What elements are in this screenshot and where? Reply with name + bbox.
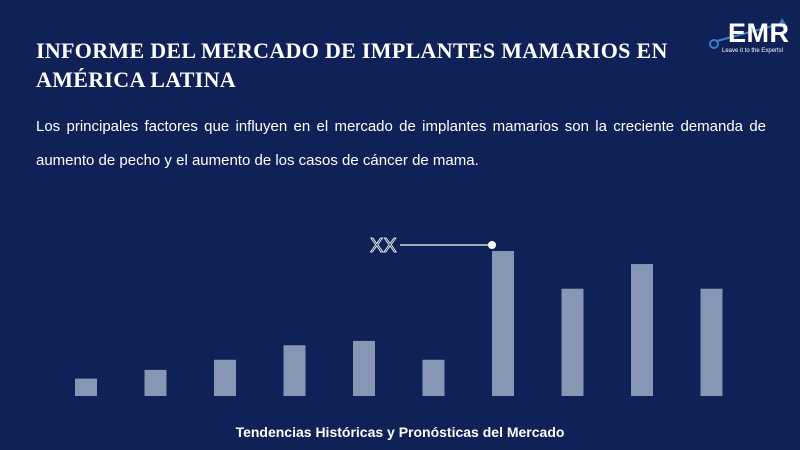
bar-7 <box>492 251 514 396</box>
bar-3 <box>214 359 236 396</box>
report-description: Los principales factores que influyen en… <box>36 118 766 169</box>
bar-1 <box>75 378 97 396</box>
bar-10 <box>700 288 723 396</box>
bar-8 <box>561 288 584 396</box>
logo-tagline: Leave it to the Experts! <box>722 48 784 54</box>
logo-text: EMR <box>728 18 790 48</box>
annotation-dot <box>488 241 496 249</box>
logo-mark-icon <box>709 18 787 49</box>
report-title: INFORME DEL MERCADO DE IMPLANTES MAMARIO… <box>36 38 668 92</box>
market-bar-chart: XX <box>75 235 723 396</box>
bar-9 <box>631 264 653 396</box>
chart-annotation: XX <box>370 235 496 257</box>
chart-caption: Tendencias Históricas y Pronósticas del … <box>235 424 565 440</box>
annotation-label: XX <box>370 235 397 257</box>
bar-4 <box>283 345 306 396</box>
bar-5 <box>353 340 375 396</box>
emr-logo: EMR Leave it to the Experts! <box>702 14 792 64</box>
bar-2 <box>144 369 167 396</box>
bar-6 <box>422 359 445 396</box>
bar-group <box>75 251 723 396</box>
